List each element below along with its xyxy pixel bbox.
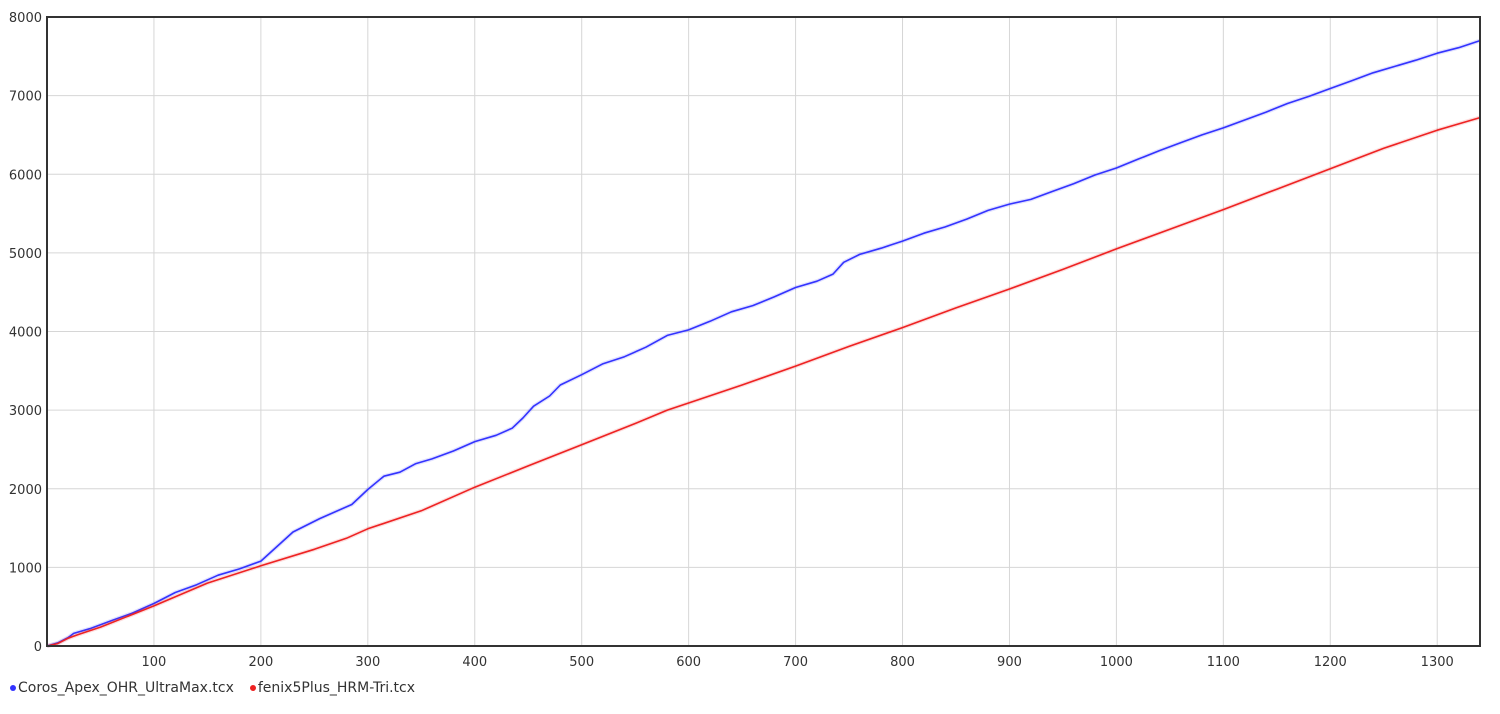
x-tick-label: 1000: [1100, 655, 1133, 670]
legend-label: fenix5Plus_HRM-Tri.tcx: [257, 680, 416, 696]
legend-label: Coros_Apex_OHR_UltraMax.tcx: [18, 680, 234, 696]
x-tick-label: 500: [569, 655, 594, 670]
y-tick-label: 6000: [9, 168, 42, 183]
series-layer: [46, 38, 1481, 648]
y-tick-label: 5000: [9, 247, 42, 262]
x-tick-label: 700: [783, 655, 808, 670]
y-tick-label: 7000: [9, 90, 42, 105]
x-tick-label: 1200: [1314, 655, 1347, 670]
legend-item-fenix[interactable]: fenix5Plus_HRM-Tri.tcx: [249, 680, 416, 696]
x-tick-label: 300: [355, 655, 380, 670]
series-line-1[interactable]: [46, 116, 1481, 647]
x-axis: 100 200 300 400 500 600 700 800 900 1000 1100 1200 1…: [142, 655, 1454, 670]
y-tick-label: 1000: [9, 561, 42, 576]
y-tick-label: 2000: [9, 483, 42, 498]
legend-dot-icon: [249, 685, 256, 691]
x-tick-label: 600: [676, 655, 701, 670]
y-axis: 0 1000 2000 3000 4000 5000 6000 7000 8000: [9, 11, 42, 655]
x-tick-label: 1100: [1207, 655, 1240, 670]
series-line-0[interactable]: [46, 39, 1481, 647]
x-tick-label: 1300: [1421, 655, 1454, 670]
x-tick-label: 400: [462, 655, 487, 670]
plot-frame: [46, 16, 1481, 647]
x-tick-label: 200: [248, 655, 273, 670]
x-tick-label: 100: [142, 655, 167, 670]
legend-item-coros[interactable]: Coros_Apex_OHR_UltraMax.tcx: [10, 680, 234, 696]
y-tick-label: 8000: [9, 11, 42, 26]
legend: Coros_Apex_OHR_UltraMax.tcx fenix5Plus_H…: [10, 680, 415, 696]
line-chart: 100 200 300 400 500 600 700 800 900 1000 1100 1200 1…: [9, 11, 1481, 670]
legend-dot-icon: [10, 685, 16, 691]
y-tick-label: 0: [34, 640, 42, 655]
x-tick-label: 800: [890, 655, 915, 670]
y-tick-label: 3000: [9, 404, 42, 419]
y-tick-label: 4000: [9, 326, 42, 341]
x-tick-label: 900: [997, 655, 1022, 670]
